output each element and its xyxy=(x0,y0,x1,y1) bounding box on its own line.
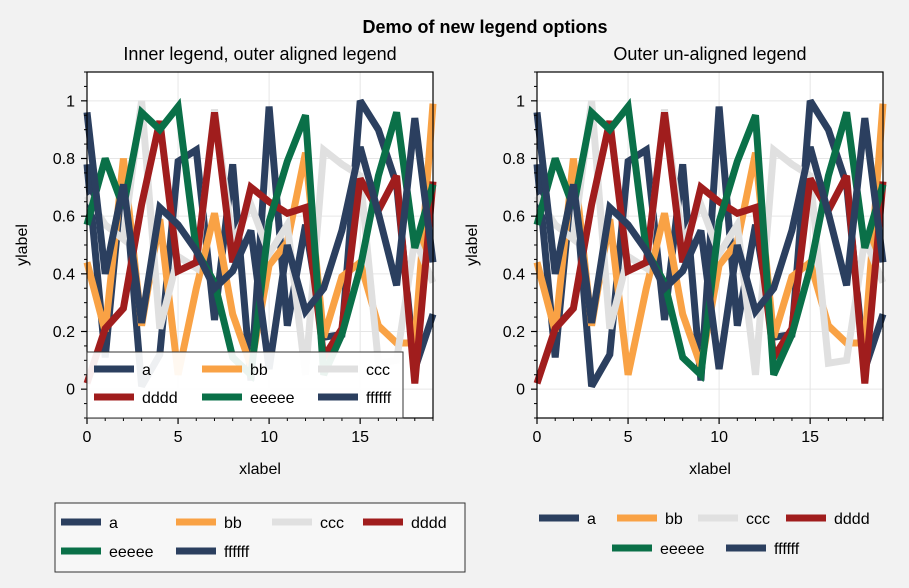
x-tick-label: 15 xyxy=(801,429,819,446)
inner-legend-frame xyxy=(86,351,404,419)
y-tick-label: 0.6 xyxy=(53,209,75,226)
x-tick-label: 5 xyxy=(624,429,633,446)
figure-suptitle: Demo of new legend options xyxy=(362,17,607,37)
y-tick-label: 0.8 xyxy=(53,151,75,168)
outer-aligned-legend-label: bb xyxy=(224,515,242,532)
outer-aligned-legend-label: ffffff xyxy=(224,544,250,561)
inner-legend: a bb ccc dddd eeeee ffffff xyxy=(86,351,404,419)
y-tick-label: 0 xyxy=(66,382,75,399)
y-tick-label: 0.4 xyxy=(53,266,75,283)
x-tick-label: 10 xyxy=(710,429,728,446)
outer-aligned-legend-label: eeeee xyxy=(109,544,154,561)
outer-unaligned-legend: a bb ccc dddd eeeee ffffff xyxy=(539,511,870,558)
series-line-ccc xyxy=(534,100,887,376)
outer-unaligned-legend-label: dddd xyxy=(834,511,870,528)
outer-aligned-legend-frame xyxy=(54,502,466,573)
x-tick-label: 10 xyxy=(260,429,278,446)
y-tick-label: 0.8 xyxy=(503,151,525,168)
chart-2: 0 5 10 15 0 0.2 0.4 0.6 0.8 1 Outer un-aligned leg… xyxy=(464,44,887,478)
series-line-ffffff xyxy=(83,112,437,370)
outer-aligned-legend-label: ccc xyxy=(320,515,344,532)
x-tick-label: 15 xyxy=(351,429,369,446)
series-line-a xyxy=(533,98,887,389)
y-tick-label: 0.6 xyxy=(503,209,525,226)
x-tick-label: 0 xyxy=(533,429,542,446)
x-axis-label: xlabel xyxy=(689,461,731,478)
inner-legend-label: a xyxy=(142,362,151,379)
outer-unaligned-legend-label: ffffff xyxy=(774,541,800,558)
y-axis-label: ylabel xyxy=(14,224,31,266)
y-tick-label: 1 xyxy=(66,93,75,110)
y-tick-label: 1 xyxy=(516,93,525,110)
x-axis-label: xlabel xyxy=(239,461,281,478)
y-tick-label: 0.2 xyxy=(503,324,525,341)
series-line-ccc xyxy=(84,100,437,376)
outer-unaligned-legend-label: bb xyxy=(665,511,683,528)
y-axis-label: ylabel xyxy=(464,224,481,266)
outer-unaligned-legend-label: eeeee xyxy=(660,541,705,558)
inner-legend-label: eeeee xyxy=(250,390,295,407)
y-tick-label: 0.4 xyxy=(503,266,525,283)
inner-legend-label: ffffff xyxy=(366,390,392,407)
outer-aligned-legend-label: dddd xyxy=(411,515,447,532)
y-tick-label: 0 xyxy=(516,382,525,399)
chart-title: Inner legend, outer aligned legend xyxy=(123,44,396,64)
inner-legend-label: bb xyxy=(250,362,268,379)
inner-legend-label: dddd xyxy=(142,390,178,407)
outer-aligned-legend: a bb ccc dddd eeeee ffffff xyxy=(54,502,466,573)
x-tick-label: 0 xyxy=(83,429,92,446)
outer-aligned-legend-label: a xyxy=(109,515,118,532)
inner-legend-label: ccc xyxy=(366,362,390,379)
y-tick-label: 0.2 xyxy=(53,324,75,341)
outer-unaligned-legend-label: ccc xyxy=(746,511,770,528)
chart-title: Outer un-aligned legend xyxy=(613,44,806,64)
x-tick-label: 5 xyxy=(174,429,183,446)
outer-unaligned-legend-label: a xyxy=(587,511,596,528)
series-line-ffffff xyxy=(533,112,887,370)
